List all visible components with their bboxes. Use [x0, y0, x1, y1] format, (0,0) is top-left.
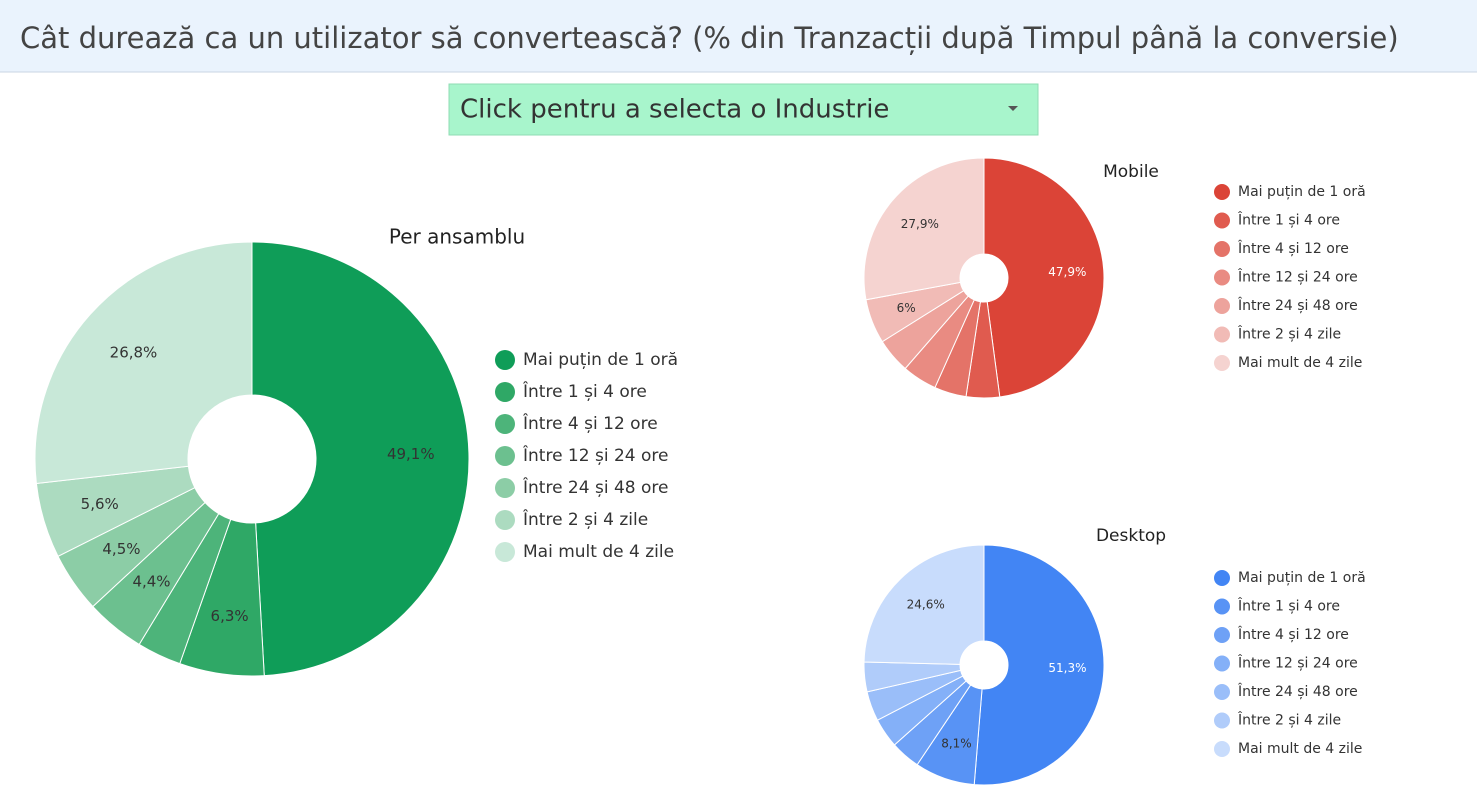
dropdown-box[interactable] [448, 83, 1039, 136]
slice-label: 8,1% [941, 736, 972, 750]
legend-label: Între 4 și 12 ore [1237, 239, 1349, 257]
legend-swatch [495, 446, 515, 466]
legend-label: Mai puțin de 1 oră [523, 350, 678, 370]
slice-label: 4,4% [132, 573, 170, 591]
donut-slice [983, 157, 1105, 398]
legend-swatch [495, 510, 515, 530]
legend-swatch [1214, 212, 1230, 229]
legend-label: Între 2 și 4 zile [1237, 325, 1341, 343]
slice-label: 47,9% [1048, 265, 1086, 279]
legend-swatch [1214, 627, 1230, 643]
legend-label: Mai mult de 4 zile [1238, 355, 1362, 371]
donut-slice [863, 157, 985, 301]
slice-label: 49,1% [387, 445, 435, 463]
legend-swatch [1214, 570, 1230, 586]
slice-label: 5,6% [81, 495, 119, 513]
donut-slice [973, 544, 1105, 786]
slice-label: 6,3% [211, 607, 249, 625]
legend-swatch [1214, 269, 1230, 286]
legend-label: Între 12 și 24 ore [522, 444, 668, 466]
legend-swatch [1214, 655, 1230, 672]
slice-label: 26,8% [110, 344, 158, 362]
header-title: Cât durează ca un utilizator să converte… [20, 21, 1399, 55]
legend-swatch [1214, 355, 1230, 371]
legend-label: Între 1 și 4 ore [522, 380, 647, 402]
legend-swatch [1214, 326, 1230, 343]
legend-swatch [495, 382, 515, 402]
legend-label: Între 24 și 48 ore [1237, 296, 1358, 314]
slice-label: 6% [897, 301, 916, 315]
legend-label: Mai mult de 4 zile [1238, 741, 1362, 757]
chart-title: Mobile [1103, 162, 1159, 182]
donut-slice [863, 544, 985, 665]
legend-label: Între 1 și 4 ore [1237, 597, 1340, 615]
dropdown-label[interactable]: Click pentru a selecta o Industrie [460, 95, 889, 125]
legend-swatch [495, 478, 515, 498]
legend-label: Între 12 și 24 ore [1237, 268, 1358, 286]
legend-swatch [1214, 241, 1230, 257]
industry-dropdown[interactable]: Click pentru a selecta o Industrie [448, 83, 1039, 136]
slice-label: 51,3% [1048, 661, 1086, 675]
legend-label: Între 24 și 48 ore [1237, 682, 1358, 700]
legend-label: Între 1 și 4 ore [1237, 211, 1340, 229]
legend-label: Între 2 și 4 zile [1237, 711, 1341, 729]
legend-swatch [495, 542, 515, 562]
legend-swatch [1214, 684, 1230, 700]
legend-swatch [495, 350, 515, 370]
slice-label: 24,6% [907, 598, 945, 612]
legend-swatch [1214, 298, 1230, 314]
header-band [0, 0, 1477, 72]
legend-swatch [1214, 184, 1230, 200]
legend-swatch [1214, 598, 1230, 615]
chart-title: Per ansamblu [389, 225, 525, 249]
legend-label: Între 12 și 24 ore [1237, 654, 1358, 672]
legend-swatch [1214, 741, 1230, 757]
dropdown-caret[interactable] [1008, 106, 1018, 111]
legend-label: Între 2 și 4 zile [522, 508, 648, 530]
legend-label: Între 4 și 12 ore [1237, 625, 1349, 643]
legend-swatch [1214, 712, 1230, 729]
donut-slice [34, 241, 253, 485]
legend-label: Mai mult de 4 zile [523, 542, 674, 562]
legend-label: Mai puțin de 1 oră [1238, 184, 1366, 200]
slice-label: 4,5% [102, 540, 140, 558]
legend-label: Mai puțin de 1 oră [1238, 570, 1366, 586]
legend-swatch [495, 414, 515, 434]
chart-title: Desktop [1096, 526, 1166, 546]
legend-label: Între 4 și 12 ore [522, 412, 658, 434]
slice-label: 27,9% [901, 217, 939, 231]
legend-label: Între 24 și 48 ore [522, 476, 668, 498]
donut-slice [251, 241, 470, 677]
